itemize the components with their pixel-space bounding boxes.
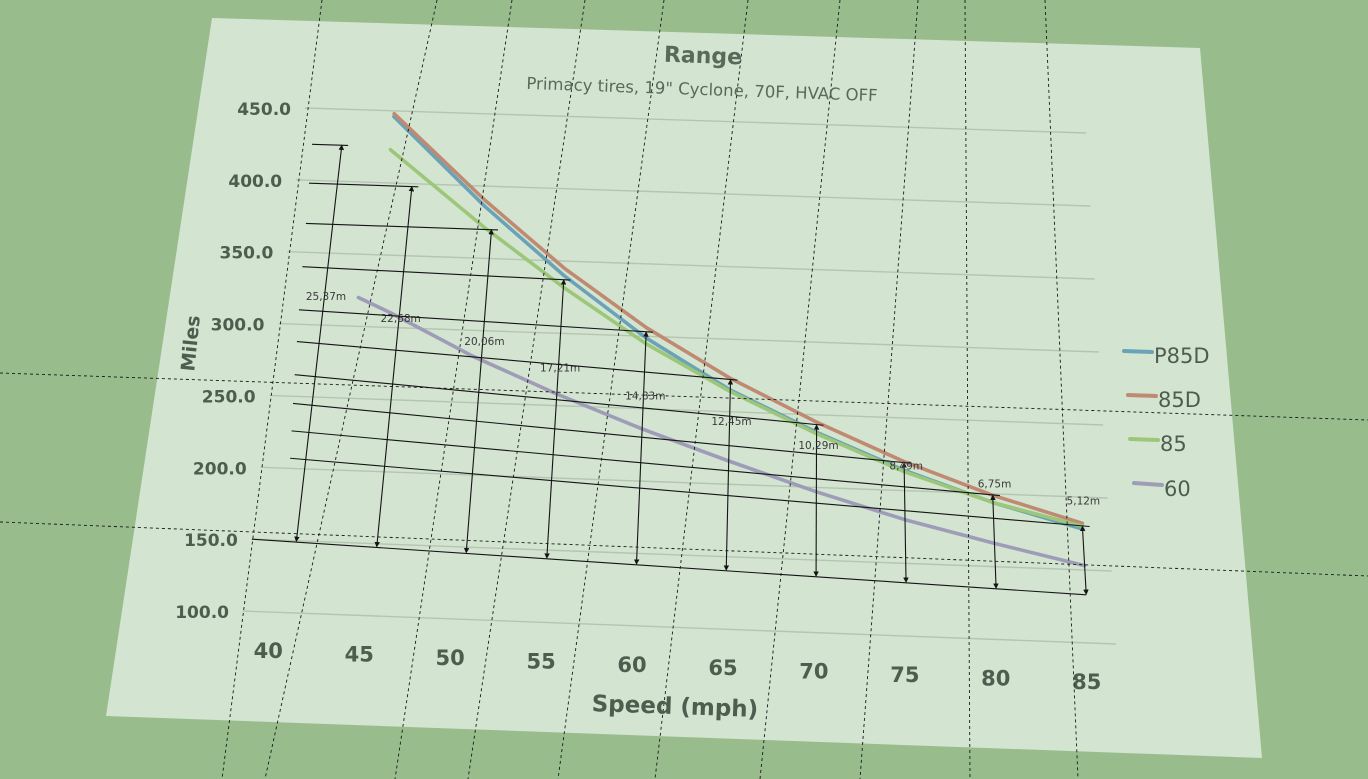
x-tick-label: 85 — [1072, 670, 1101, 694]
y-tick-label: 150.0 — [184, 531, 238, 551]
x-tick-label: 80 — [981, 667, 1010, 691]
gridline — [242, 610, 1117, 645]
dashed-guide-vertical — [759, 0, 841, 779]
y-tick-label: 350.0 — [220, 244, 274, 264]
gridline — [296, 179, 1091, 207]
legend-label-85: 85 — [1160, 432, 1187, 456]
annotation-label: 22,68m — [380, 313, 420, 325]
y-tick-label: 100.0 — [175, 603, 229, 623]
annotation-label: 14,83m — [625, 390, 665, 402]
legend-label-p85d: P85D — [1154, 344, 1210, 368]
legend-label-85d: 85D — [1158, 388, 1201, 412]
dashed-guide-vertical — [467, 0, 586, 779]
annotation-hline — [294, 374, 824, 426]
x-axis-title: Speed (mph) — [591, 691, 758, 723]
annotation-label: 8,49m — [889, 461, 923, 473]
x-tick-label: 60 — [617, 653, 646, 677]
dashed-guide-vertical — [394, 0, 513, 779]
series-line-60 — [356, 295, 1087, 568]
dashed-guide-vertical — [221, 0, 323, 779]
annotation-label: 6,75m — [978, 478, 1012, 490]
legend: P85D 85D 85 60 — [1122, 344, 1210, 501]
y-tick-label: 250.0 — [202, 387, 256, 407]
dashed-guide-vertical — [654, 0, 749, 779]
x-tick-label: 70 — [799, 660, 828, 684]
x-tick-label: 40 — [254, 639, 283, 663]
annotation-arrow — [1079, 525, 1089, 596]
annotation-hline — [292, 402, 912, 464]
dashed-guide-vertical — [264, 0, 438, 779]
annotation-arrow — [463, 228, 494, 554]
annotation-baseline — [251, 538, 1087, 596]
annotation-hline — [290, 457, 1090, 528]
y-axis-ticks: 100.0 150.0 200.0 250.0 300.0 350.0 400.0 450.0 — [175, 100, 291, 623]
annotation-arrow — [901, 462, 909, 583]
annotation-arrow — [374, 185, 415, 548]
chart-title: Range — [664, 43, 743, 71]
dashed-guide-vertical — [859, 0, 919, 779]
annotation-label: 25,37m — [306, 291, 346, 303]
dashed-guide-vertical — [1044, 0, 1079, 779]
x-tick-label: 50 — [436, 646, 465, 670]
annotation-label: 5,12m — [1067, 495, 1101, 507]
annotation-hline — [296, 340, 738, 381]
legend-swatch-p85d — [1122, 349, 1154, 354]
x-tick-label: 65 — [708, 656, 737, 680]
gridline — [278, 322, 1099, 353]
annotation-label: 10,29m — [798, 440, 838, 452]
dashed-guide-horizontal — [0, 521, 1368, 577]
annotation-hline — [298, 309, 653, 333]
dashed-guide-vertical — [557, 0, 665, 779]
legend-swatch-85d — [1126, 393, 1158, 398]
series-line-85d — [392, 111, 1085, 526]
x-tick-label: 55 — [526, 649, 555, 673]
annotation-arrow — [990, 494, 999, 589]
y-tick-label: 200.0 — [193, 459, 247, 479]
x-tick-label: 75 — [890, 663, 919, 687]
y-tick-label: 450.0 — [237, 100, 291, 120]
annotation-hline — [302, 266, 571, 281]
gridline — [287, 251, 1095, 280]
dashed-guide-horizontal — [0, 372, 1368, 421]
x-axis-ticks: 40 45 50 55 60 65 70 75 80 85 — [254, 639, 1102, 694]
legend-swatch-85 — [1128, 437, 1160, 442]
annotation-arrow — [544, 279, 567, 559]
y-tick-label: 400.0 — [228, 172, 282, 192]
dashed-guide-vertical — [964, 0, 971, 779]
y-tick-label: 300.0 — [211, 316, 265, 336]
annotation-label: 20,06m — [464, 336, 504, 348]
annotation-hline — [305, 222, 499, 231]
x-tick-label: 45 — [345, 642, 374, 666]
legend-label-60: 60 — [1164, 477, 1191, 501]
annotation-label: 12,45m — [711, 416, 751, 428]
annotation-arrow — [723, 379, 734, 571]
gridline — [304, 107, 1087, 134]
legend-swatch-60 — [1132, 481, 1164, 487]
